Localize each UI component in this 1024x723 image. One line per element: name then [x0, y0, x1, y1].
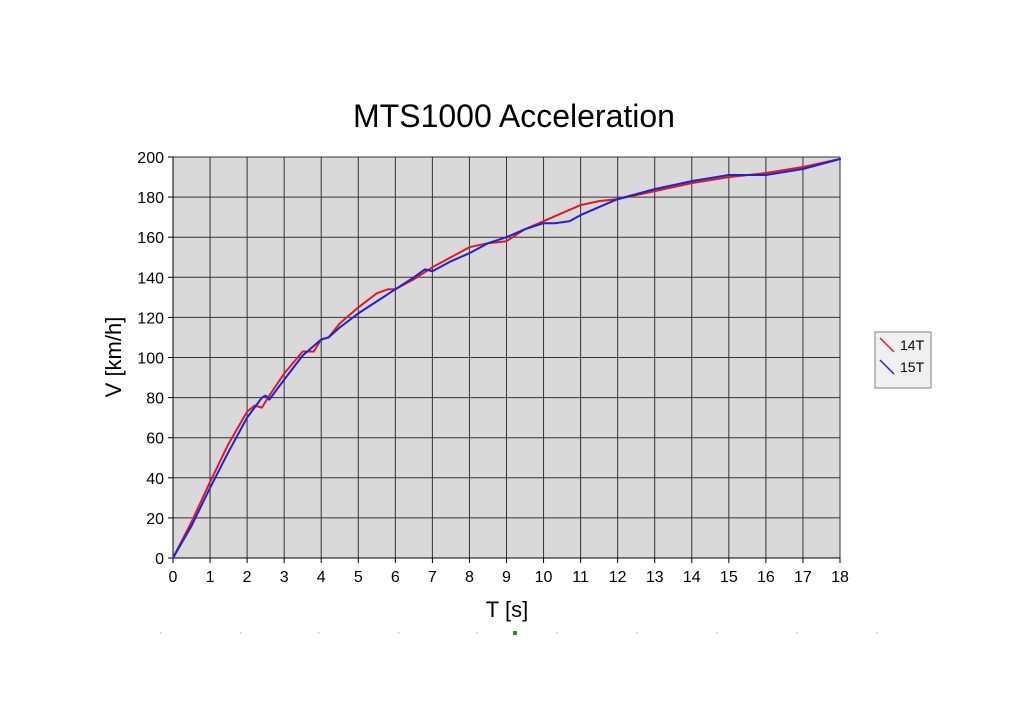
y-tick-label: 140 [137, 270, 164, 287]
footer-dot [796, 632, 798, 634]
x-tick-label: 0 [169, 569, 178, 586]
x-tick-label: 15 [720, 569, 738, 586]
footer-dot [160, 632, 162, 634]
footer-dot [240, 632, 242, 634]
x-tick-label: 17 [794, 569, 812, 586]
x-tick-label: 11 [572, 569, 589, 586]
y-tick-label: 100 [137, 351, 164, 368]
footer-dot [398, 632, 400, 634]
axes [168, 156, 841, 563]
x-tick-label: 7 [428, 569, 437, 586]
footer-dots [160, 632, 878, 634]
x-tick-label: 13 [646, 569, 664, 586]
x-tick-labels: 0 1 2 3 4 5 6 7 8 9 10 11 12 13 14 15 16 17 18 [169, 569, 849, 586]
y-tick-label: 200 [137, 150, 164, 167]
y-tick-labels: 0 20 40 60 80 100 120 140 160 180 200 [137, 150, 164, 568]
legend-label-14T: 14T [900, 337, 925, 353]
x-tick-label: 4 [317, 569, 326, 586]
footer-dot [318, 632, 320, 634]
x-axis-label: T [s] [486, 597, 528, 622]
legend-swatch-15T [879, 359, 895, 375]
x-tick-label: 14 [683, 569, 701, 586]
footer-dot [636, 632, 638, 634]
x-tick-label: 2 [243, 569, 252, 586]
legend-swatch-14T [879, 337, 895, 353]
green-marker [513, 631, 517, 635]
x-tick-label: 18 [831, 569, 849, 586]
x-tick-label: 16 [757, 569, 775, 586]
y-tick-label: 180 [137, 190, 164, 207]
x-tick-label: 8 [465, 569, 474, 586]
x-tick-label: 5 [354, 569, 363, 586]
series-lines [172, 158, 841, 559]
y-tick-label: 120 [137, 310, 164, 327]
x-tick-label: 6 [391, 569, 400, 586]
y-tick-label: 40 [146, 471, 164, 488]
x-tick-label: 12 [609, 569, 627, 586]
y-tick-label: 20 [146, 511, 164, 528]
footer-dot [876, 632, 878, 634]
legend-label-15T: 15T [900, 359, 925, 375]
footer-dot [476, 632, 478, 634]
x-tick-label: 9 [502, 569, 511, 586]
x-tick-label: 10 [535, 569, 553, 586]
y-tick-label: 60 [146, 431, 164, 448]
series-line-15T [172, 158, 841, 559]
y-tick-label: 0 [155, 551, 164, 568]
footer-dot [716, 632, 718, 634]
x-tick-label: 1 [206, 569, 215, 586]
y-tick-label: 160 [137, 230, 164, 247]
footer-dot [556, 632, 558, 634]
y-tick-label: 80 [146, 391, 164, 408]
chart-title: MTS1000 Acceleration [353, 98, 675, 134]
y-axis-label: V [km/h] [101, 317, 126, 398]
x-tick-label: 3 [280, 569, 289, 586]
